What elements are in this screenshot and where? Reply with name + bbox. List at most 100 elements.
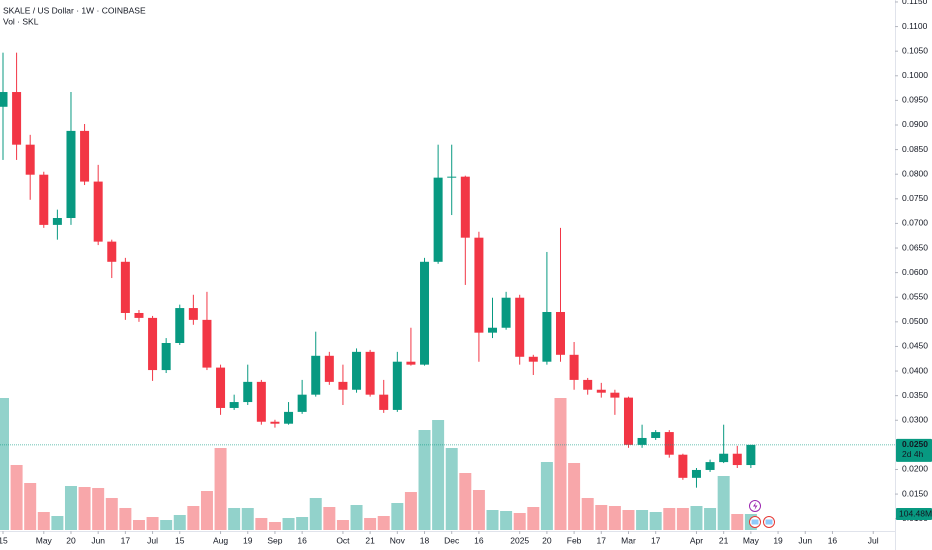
y-tick-label: 0.0600 xyxy=(902,267,928,277)
volume-bar xyxy=(608,506,621,530)
x-tick-label: Feb xyxy=(567,535,582,545)
volume-bar xyxy=(350,504,363,530)
candle-body xyxy=(583,379,593,390)
volume-bar xyxy=(146,516,159,530)
x-tick-label: 17 xyxy=(651,535,661,545)
candle-body xyxy=(12,92,22,145)
candle-body xyxy=(732,453,742,466)
candle-body xyxy=(256,381,266,422)
volume-bar xyxy=(10,464,23,530)
candle-body xyxy=(352,351,362,390)
y-tick-label: 0.0350 xyxy=(902,390,928,400)
candle-body xyxy=(0,92,8,107)
volume-bar xyxy=(268,522,281,530)
y-tick-label: 0.0500 xyxy=(902,316,928,326)
y-tick-label: 0.0850 xyxy=(902,144,928,154)
x-tick-label: 16 xyxy=(297,535,307,545)
candle-body xyxy=(120,261,130,313)
volume-bar xyxy=(323,506,336,530)
x-tick-label: Mar xyxy=(621,535,636,545)
candle-body xyxy=(188,308,198,320)
x-tick-label: 2025 xyxy=(510,535,529,545)
candle-body xyxy=(474,237,484,333)
x-tick-label: Jun xyxy=(91,535,105,545)
y-tick-label: 0.1000 xyxy=(902,70,928,80)
volume-bar xyxy=(459,473,472,530)
last-price-label: 0.0250 xyxy=(902,439,928,449)
volume-bar xyxy=(255,517,268,530)
volume-bar xyxy=(132,520,145,530)
volume-bar xyxy=(418,430,431,530)
x-tick-label: 20 xyxy=(542,535,552,545)
x-tick-label: 19 xyxy=(773,535,783,545)
last-price-box xyxy=(896,438,932,462)
candle-body xyxy=(134,312,144,318)
x-tick-label: Dec xyxy=(444,535,460,545)
x-tick-label: Jul xyxy=(868,535,879,545)
candle-body xyxy=(651,432,661,438)
volume-label: 104.48M xyxy=(899,508,932,518)
x-tick-label: Jul xyxy=(147,535,158,545)
volume-bar xyxy=(64,486,77,530)
candle-body xyxy=(542,311,552,362)
volume-bar xyxy=(364,517,377,530)
candle-body xyxy=(93,181,103,242)
x-tick-label: Apr xyxy=(690,535,703,545)
volume-bar xyxy=(581,497,594,530)
event-icon[interactable] xyxy=(749,500,761,512)
y-tick-label: 0.0700 xyxy=(902,218,928,228)
volume-bar xyxy=(282,517,295,530)
volume-title: Vol · SKL xyxy=(3,16,39,26)
x-tick-label: 17 xyxy=(597,535,607,545)
x-tick-label: Nov xyxy=(390,535,406,545)
volume-bar xyxy=(663,507,676,530)
volume-label-box xyxy=(896,508,932,521)
candle-body xyxy=(284,411,294,424)
candle-body xyxy=(610,392,620,398)
volume-bar xyxy=(200,490,213,530)
volume-bar xyxy=(214,447,227,530)
x-tick-label: 15 xyxy=(175,535,185,545)
candle-body xyxy=(66,130,76,219)
event-icon-glyph xyxy=(753,502,758,510)
volume-bar xyxy=(486,510,499,530)
flag-glyph xyxy=(765,519,773,525)
y-tick-label: 0.0650 xyxy=(902,242,928,252)
candle-body xyxy=(270,421,280,424)
candle-body xyxy=(365,351,375,395)
volume-bar xyxy=(731,513,744,530)
candle-body xyxy=(161,342,171,371)
volume-bar xyxy=(622,510,635,530)
volume-bar xyxy=(336,520,349,530)
volume-bar xyxy=(296,516,309,530)
volume-bar xyxy=(37,512,50,530)
candle-body xyxy=(107,241,117,262)
candle-body xyxy=(243,381,253,403)
y-tick-label: 0.1150 xyxy=(902,0,928,6)
x-tick-label: May xyxy=(743,535,760,545)
candle-body xyxy=(719,453,729,463)
volume-bar xyxy=(472,490,485,530)
candle-body xyxy=(148,317,158,371)
candle-body xyxy=(311,355,321,395)
y-tick-label: 0.0150 xyxy=(902,488,928,498)
x-tick-label: 18 xyxy=(420,535,430,545)
volume-bar xyxy=(636,510,649,530)
volume-bar xyxy=(309,497,322,530)
event-icon[interactable] xyxy=(763,516,775,528)
volume-bar xyxy=(391,503,404,530)
volume-bar xyxy=(241,507,254,530)
volume-bar xyxy=(527,506,540,530)
candle-body xyxy=(229,402,239,408)
x-tick-label: 20 xyxy=(66,535,76,545)
candle-body xyxy=(705,462,715,470)
candle-body xyxy=(392,361,402,410)
flag-glyph xyxy=(751,519,759,525)
volume-bar xyxy=(717,476,730,530)
candle-body xyxy=(528,356,538,362)
event-icon[interactable] xyxy=(749,516,761,528)
y-tick-label: 0.0450 xyxy=(902,341,928,351)
candle-body xyxy=(623,397,633,445)
